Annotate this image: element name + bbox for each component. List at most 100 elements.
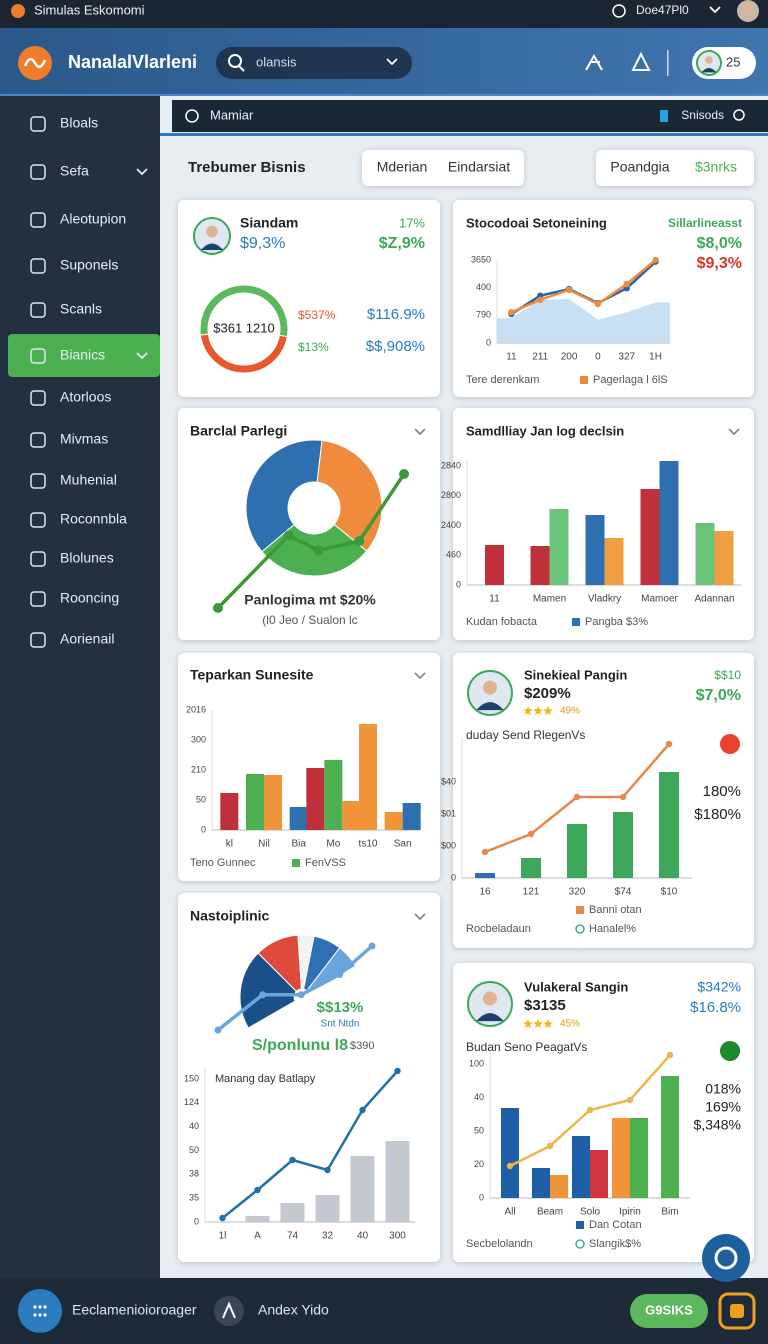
filter[interactable]: $3nrks [695, 159, 737, 175]
y-tick-label: $40 [441, 776, 456, 786]
sidebar-item[interactable]: Bloals [60, 115, 98, 131]
bar [245, 1216, 270, 1222]
card-text: $13% [298, 340, 329, 354]
sidebar-icon [30, 632, 46, 648]
y-tick-label: 38 [189, 1169, 199, 1179]
legend-marker [575, 1239, 585, 1249]
x-tick-label: Bim [661, 1207, 678, 1218]
bell-icon[interactable] [631, 51, 651, 71]
x-tick-label: Mamoer [641, 594, 678, 605]
card-text: $9,3% [697, 255, 742, 272]
filter[interactable]: Poandgia [610, 159, 669, 175]
bar [630, 1118, 648, 1198]
fab[interactable] [702, 1234, 750, 1282]
line-point [586, 1106, 594, 1114]
tab[interactable]: Mderian [377, 159, 428, 175]
x-tick-label: ts10 [359, 839, 378, 850]
bar [714, 531, 734, 585]
card-text: 45% [560, 1019, 580, 1030]
legend-label: Pagerlaga l 6lS [593, 374, 668, 386]
bottom-label[interactable]: Andex Yido [258, 1302, 329, 1318]
rating-star [533, 706, 543, 715]
legend-swatch [576, 1221, 584, 1229]
sidebar-item[interactable]: Blolunes [60, 550, 114, 566]
x-tick-label: Ipirin [619, 1207, 641, 1218]
sidebar-item[interactable]: Atorloos [60, 389, 111, 405]
legend-label: FenVSS [305, 857, 346, 869]
card-text: $209% [524, 685, 571, 702]
tab[interactable]: Eindarsiat [448, 159, 510, 175]
legend-swatch [576, 906, 584, 914]
menu-button[interactable] [18, 1289, 62, 1333]
x-tick-label: Mo [326, 839, 340, 850]
action-pill[interactable] [630, 1294, 708, 1328]
chevron-icon [414, 672, 426, 680]
bar [306, 768, 325, 830]
sidebar-item[interactable]: Aorienail [60, 631, 114, 647]
sidebar-active [8, 334, 160, 377]
toolbar-action[interactable]: Snisods [681, 108, 724, 122]
bar [532, 1168, 550, 1198]
card-text: $Z,9% [379, 235, 425, 252]
bar [350, 1156, 375, 1222]
card-text: S/ponlunu l8 [252, 1037, 348, 1054]
trend-point [283, 530, 294, 541]
bar [385, 1141, 410, 1222]
nav-icon [222, 1301, 236, 1319]
card-text: $537% [298, 308, 336, 322]
line-point [506, 1162, 514, 1170]
rating-star [533, 1019, 543, 1028]
sidebar-item[interactable]: Bianics [60, 347, 105, 363]
toolbar-search [733, 109, 745, 121]
card-text: Manang day Batlapy [215, 1073, 316, 1085]
sidebar-icon [30, 591, 46, 607]
share-icon[interactable] [585, 53, 603, 71]
bar [220, 793, 239, 830]
sidebar-item[interactable]: Muhenial [60, 472, 117, 488]
action-button[interactable]: G9SIKS [645, 1302, 693, 1317]
legend-swatch [292, 859, 300, 867]
trend-point [259, 991, 267, 999]
sidebar-item[interactable]: Scanls [60, 301, 102, 317]
legend-footer: Secbelolandn [466, 1238, 533, 1250]
line-point [573, 793, 581, 801]
line-point [565, 286, 573, 294]
bar [567, 824, 587, 878]
line-point [508, 309, 515, 316]
sidebar-item[interactable]: Mivmas [60, 431, 108, 447]
bar [661, 1076, 679, 1198]
rating-star [523, 1019, 533, 1028]
legend-label: Pangba $3% [585, 616, 648, 628]
search-text[interactable]: olansis [256, 54, 297, 69]
sidebar-item[interactable]: Sefa [60, 163, 89, 179]
bar [384, 812, 403, 830]
trend-point [399, 469, 409, 479]
sidebar-item[interactable]: Rooncing [60, 590, 119, 606]
x-tick-label: All [504, 1207, 515, 1218]
bar [550, 1175, 568, 1198]
avatar-head [482, 680, 498, 695]
y-tick-label: 2400 [441, 520, 461, 530]
status-bar [0, 0, 768, 28]
line-point [359, 1106, 366, 1114]
menu-dot [38, 1305, 42, 1309]
card-text: Stocodoai Setoneining [466, 215, 607, 230]
bar [485, 545, 504, 585]
nav-button[interactable] [214, 1296, 244, 1326]
search-box[interactable] [216, 47, 412, 79]
y-tick-label: 3650 [471, 254, 491, 264]
y-tick-label: 50 [189, 1145, 199, 1155]
bar [315, 1195, 340, 1222]
sidebar-item[interactable]: Roconnbla [60, 511, 127, 527]
clock-icon [612, 4, 626, 18]
bar [521, 858, 541, 878]
sidebar-item[interactable]: Suponels [60, 257, 118, 273]
brand-name: NanalalVlarleni [68, 52, 197, 72]
legend-label: Banni otan [589, 904, 642, 916]
toolbar [172, 100, 768, 132]
bar [475, 873, 495, 878]
sidebar-item[interactable]: Aleotupion [60, 211, 126, 227]
y-tick-label: 790 [476, 310, 491, 320]
x-tick-label: Solo [580, 1207, 600, 1218]
